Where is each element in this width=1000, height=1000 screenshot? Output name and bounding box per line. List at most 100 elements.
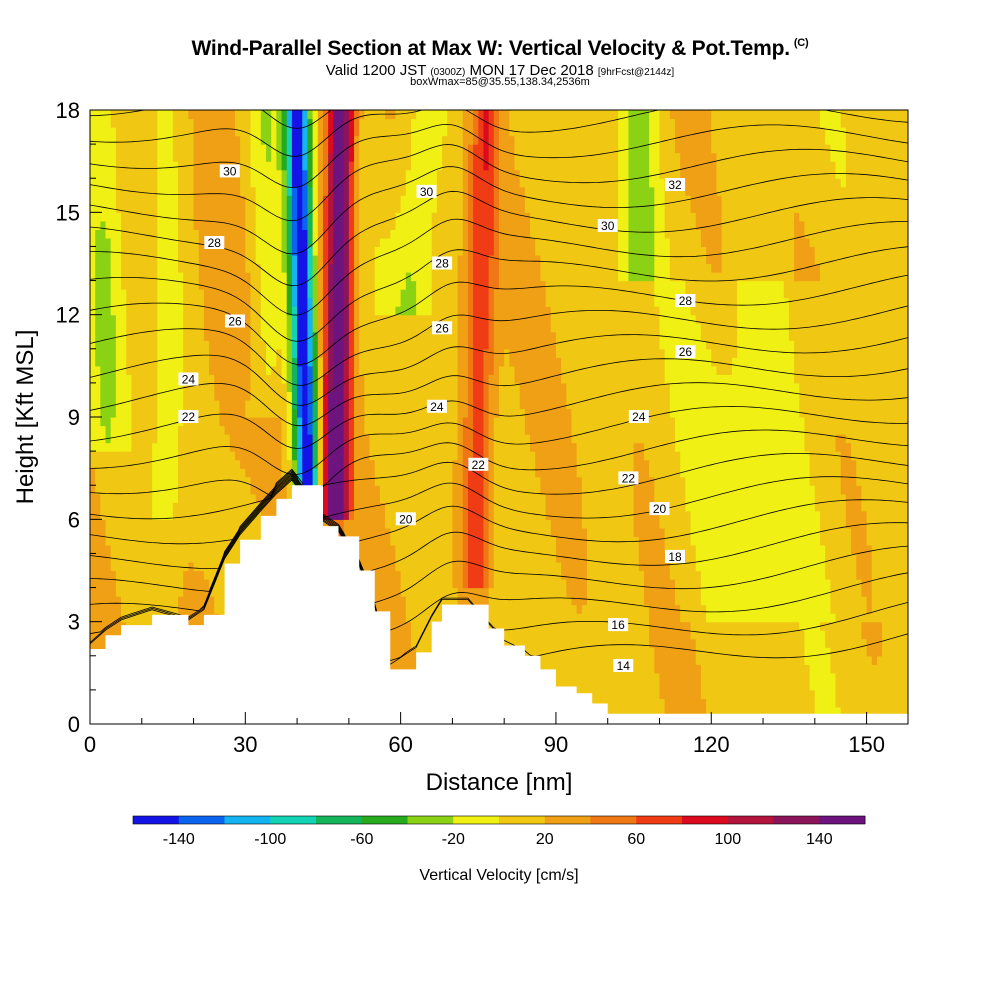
velocity-cell — [162, 152, 169, 162]
velocity-cell — [276, 382, 283, 393]
velocity-cell — [203, 587, 210, 597]
velocity-cell — [385, 323, 391, 333]
velocity-cell — [338, 152, 345, 162]
velocity-cell — [276, 272, 283, 282]
velocity-cell — [152, 127, 158, 137]
velocity-cell — [152, 579, 158, 589]
velocity-cell — [162, 289, 169, 299]
velocity-cell — [302, 459, 309, 469]
velocity-cell — [369, 144, 376, 154]
velocity-cell — [447, 570, 454, 580]
velocity-cell — [442, 280, 448, 290]
velocity-cell — [203, 485, 210, 495]
velocity-cell — [328, 144, 334, 154]
velocity-cell — [359, 459, 365, 469]
velocity-cell — [110, 186, 117, 196]
velocity-cell — [317, 468, 324, 478]
velocity-cell — [374, 468, 381, 478]
velocity-cell — [136, 596, 143, 606]
velocity-cell — [379, 135, 386, 145]
velocity-cell — [234, 510, 241, 520]
velocity-cell — [126, 510, 133, 520]
velocity-cell — [436, 527, 443, 537]
velocity-cell — [255, 510, 262, 520]
velocity-cell — [312, 348, 319, 358]
velocity-cell — [141, 451, 148, 461]
velocity-cell — [95, 195, 101, 205]
velocity-cell — [234, 553, 241, 563]
velocity-cell — [322, 203, 329, 213]
velocity-cell — [260, 152, 267, 162]
velocity-cell — [312, 425, 319, 435]
velocity-cell — [110, 391, 117, 401]
velocity-cell — [416, 561, 422, 572]
velocity-cell — [209, 357, 215, 367]
velocity-cell — [136, 476, 143, 486]
velocity-cell — [121, 493, 127, 503]
velocity-cell — [379, 306, 386, 316]
velocity-cell — [126, 203, 133, 213]
velocity-cell — [281, 297, 288, 307]
velocity-cell — [312, 408, 319, 418]
velocity-cell — [416, 161, 422, 171]
velocity-cell — [255, 246, 262, 256]
velocity-cell — [354, 186, 360, 196]
velocity-cell — [317, 331, 324, 341]
velocity-cell — [188, 306, 195, 316]
velocity-cell — [354, 510, 360, 520]
velocity-cell — [379, 399, 386, 410]
velocity-cell — [178, 570, 184, 580]
velocity-cell — [400, 655, 407, 665]
velocity-cell — [442, 212, 448, 222]
velocity-cell — [131, 613, 138, 623]
velocity-cell — [286, 459, 293, 469]
velocity-cell — [100, 502, 107, 512]
velocity-cell — [317, 451, 324, 461]
velocity-cell — [110, 425, 117, 435]
velocity-cell — [141, 391, 148, 401]
velocity-cell — [229, 263, 236, 273]
velocity-cell — [234, 263, 241, 273]
velocity-cell — [379, 357, 386, 367]
velocity-cell — [250, 425, 257, 435]
velocity-cell — [307, 246, 314, 256]
velocity-cell — [229, 212, 236, 222]
velocity-cell — [317, 178, 324, 188]
velocity-cell — [152, 476, 158, 486]
velocity-cell — [198, 502, 205, 512]
velocity-cell — [405, 451, 412, 461]
velocity-cell — [95, 254, 101, 265]
velocity-cell — [431, 161, 438, 171]
velocity-cell — [322, 272, 329, 282]
velocity-cell — [426, 237, 433, 248]
velocity-cell — [157, 340, 164, 350]
velocity-cell — [146, 144, 153, 154]
velocity-cell — [364, 357, 371, 367]
velocity-cell — [317, 306, 324, 316]
velocity-cell — [100, 306, 107, 316]
velocity-cell — [178, 544, 184, 555]
velocity-cell — [354, 331, 360, 341]
velocity-cell — [157, 135, 164, 145]
velocity-cell — [234, 536, 241, 546]
velocity-cell — [126, 399, 133, 410]
velocity-cell — [162, 536, 169, 546]
velocity-cell — [90, 203, 96, 213]
velocity-cell — [354, 203, 360, 213]
velocity-cell — [374, 212, 381, 222]
velocity-cell — [442, 340, 448, 350]
velocity-cell — [343, 263, 350, 273]
velocity-cell — [136, 127, 143, 137]
velocity-cell — [322, 178, 329, 188]
velocity-cell — [379, 493, 386, 503]
velocity-cell — [115, 425, 122, 435]
velocity-cell — [115, 451, 122, 461]
velocity-cell — [395, 110, 402, 120]
velocity-cell — [405, 169, 412, 179]
velocity-cell — [364, 220, 371, 230]
velocity-cell — [410, 613, 417, 623]
velocity-cell — [131, 340, 138, 350]
velocity-cell — [442, 306, 448, 316]
velocity-cell — [157, 493, 164, 503]
velocity-cell — [162, 186, 169, 196]
